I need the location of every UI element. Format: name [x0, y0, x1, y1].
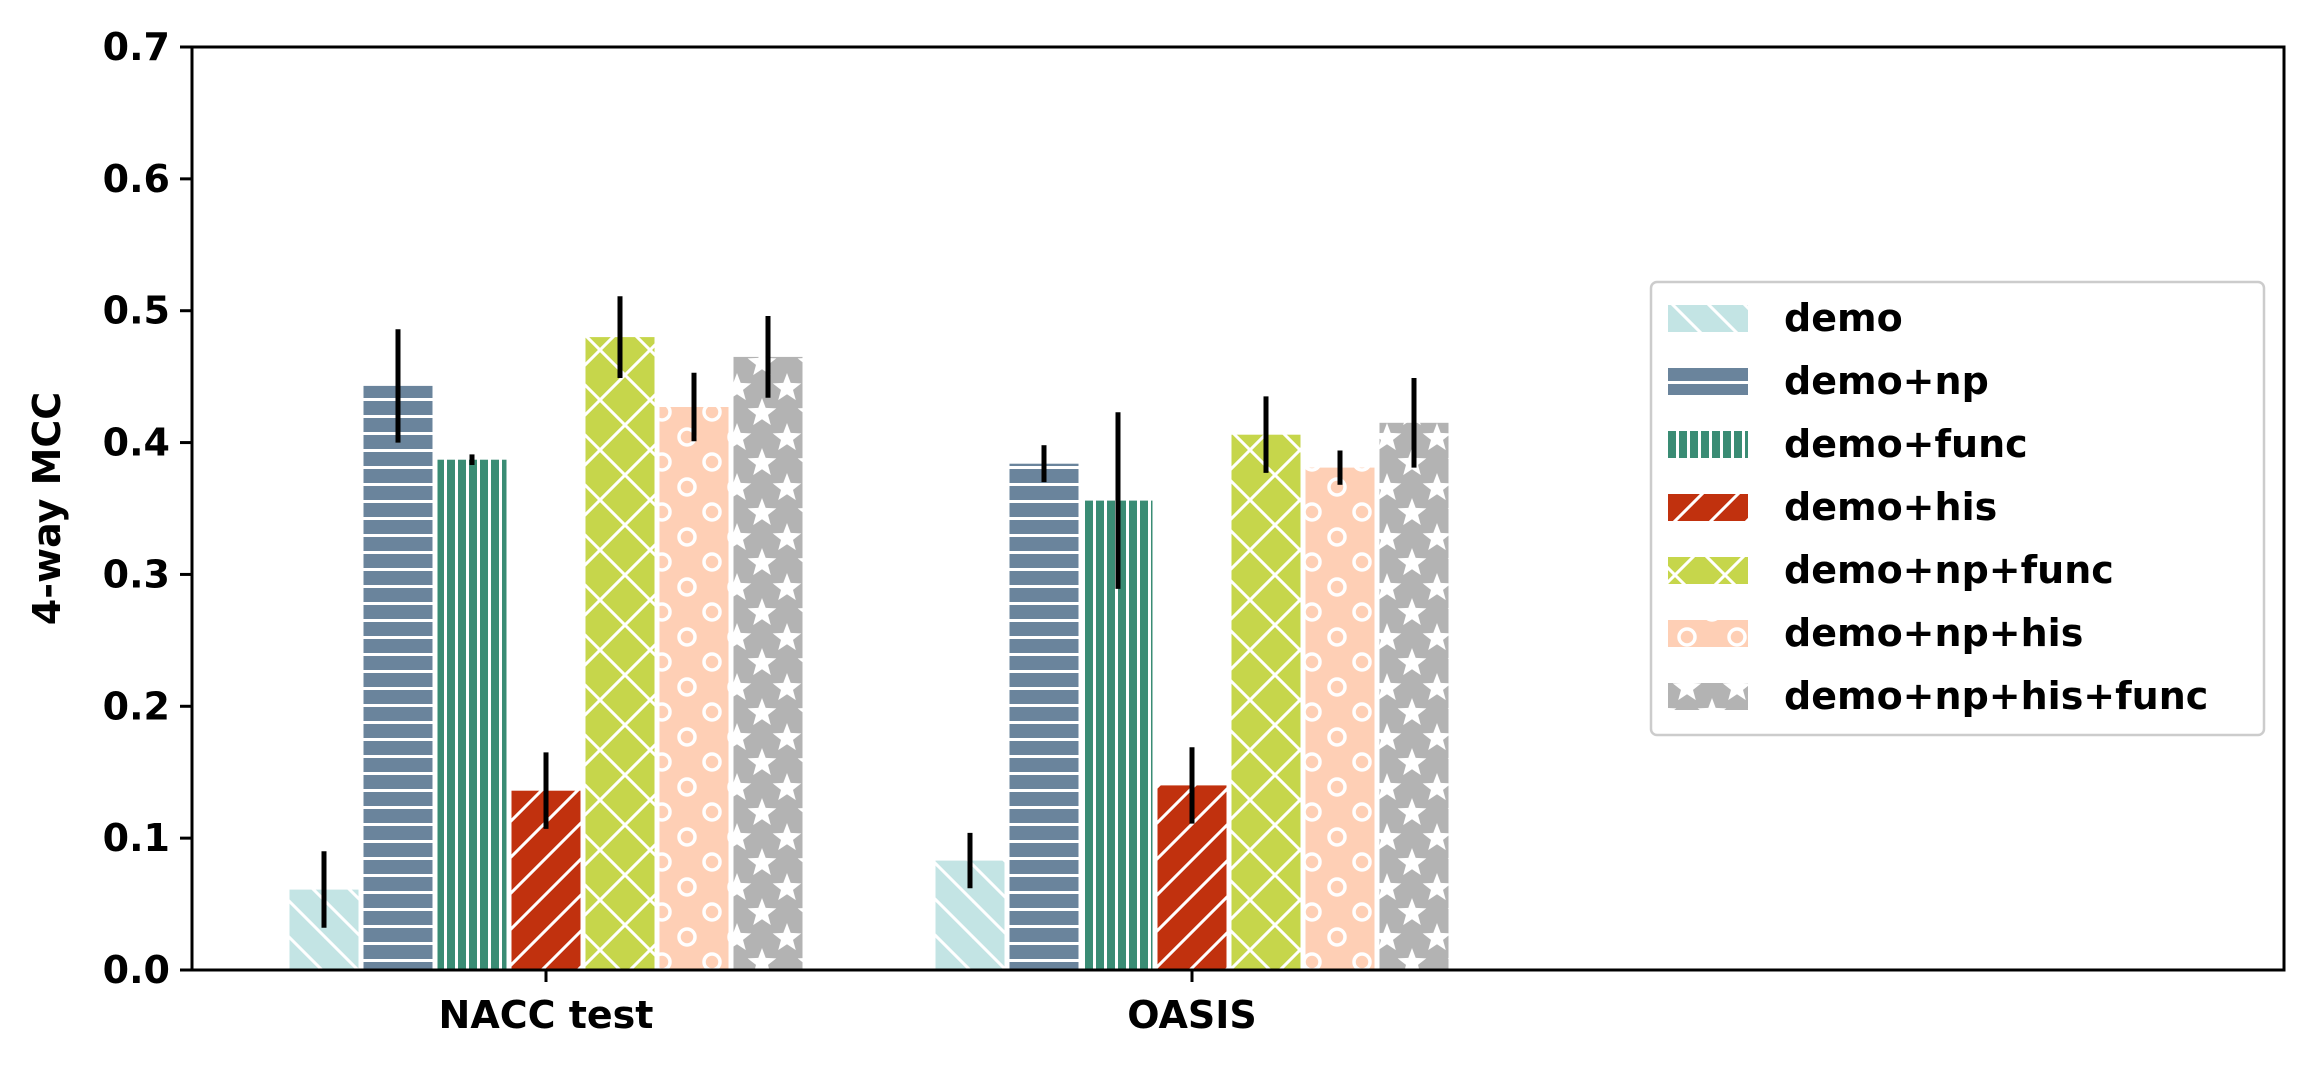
legend-frame [1649, 280, 2266, 737]
bars-layer [289, 337, 1449, 971]
bar-nacc-test-demo-np-func [585, 337, 655, 971]
legend-label-demo: demo [1784, 296, 1903, 340]
legend-swatch-demo-np-his-func [1668, 683, 1748, 710]
y-tick-label: 0.0 [103, 948, 170, 992]
legend-swatch-demo-np-his [1668, 620, 1748, 647]
bar-oasis-demo-np-his-func [1379, 422, 1449, 970]
x-tick-label: NACC test [439, 993, 654, 1037]
legend-label-demo-np-his-func: demo+np+his+func [1784, 674, 2208, 718]
legend-swatch-demo [1668, 305, 1748, 332]
bar-oasis-demo-np-his [1305, 467, 1375, 970]
y-axis: 0.0 0.1 0.2 0.3 0.4 0.5 0.6 0.7 [103, 25, 192, 992]
legend-swatch-demo-np-func [1668, 557, 1748, 584]
legend-label-demo-np: demo+np [1784, 359, 1989, 403]
y-tick-label: 0.4 [103, 421, 170, 465]
legend: demo demo+np demo+func demo+his demo+np+func… [1649, 280, 2266, 737]
bar-nacc-test-demo-func [437, 459, 507, 970]
legend-label-demo-np-his: demo+np+his [1784, 611, 2083, 655]
bar-oasis-demo-np-func [1231, 434, 1301, 970]
y-tick-label: 0.6 [103, 157, 170, 201]
bar-nacc-test-demo-np [363, 385, 433, 970]
legend-label-demo-np-func: demo+np+func [1784, 548, 2114, 592]
plot-frame [190, 45, 2286, 972]
x-tick-label: OASIS [1127, 993, 1257, 1037]
y-tick-label: 0.2 [103, 684, 170, 728]
x-axis: NACC test OASIS [439, 970, 1257, 1037]
bar-nacc-test-demo-np-his [659, 407, 729, 970]
y-tick-label: 0.5 [103, 289, 170, 333]
y-tick-label: 0.1 [103, 816, 170, 860]
y-tick-label: 0.3 [103, 552, 170, 596]
bar-nacc-test-demo-np-his-func [733, 356, 803, 970]
error-bars-layer [321, 296, 1417, 928]
y-tick-label: 0.7 [103, 25, 170, 69]
legend-swatch-demo-func [1668, 431, 1748, 458]
legend-swatch-demo-np [1668, 368, 1748, 395]
legend-swatch-demo-his [1668, 494, 1748, 521]
legend-label-demo-his: demo+his [1784, 485, 1997, 529]
bar-oasis-demo-np [1009, 463, 1079, 970]
y-axis-title: 4-way MCC [25, 392, 69, 625]
legend-label-demo-func: demo+func [1784, 422, 2028, 466]
